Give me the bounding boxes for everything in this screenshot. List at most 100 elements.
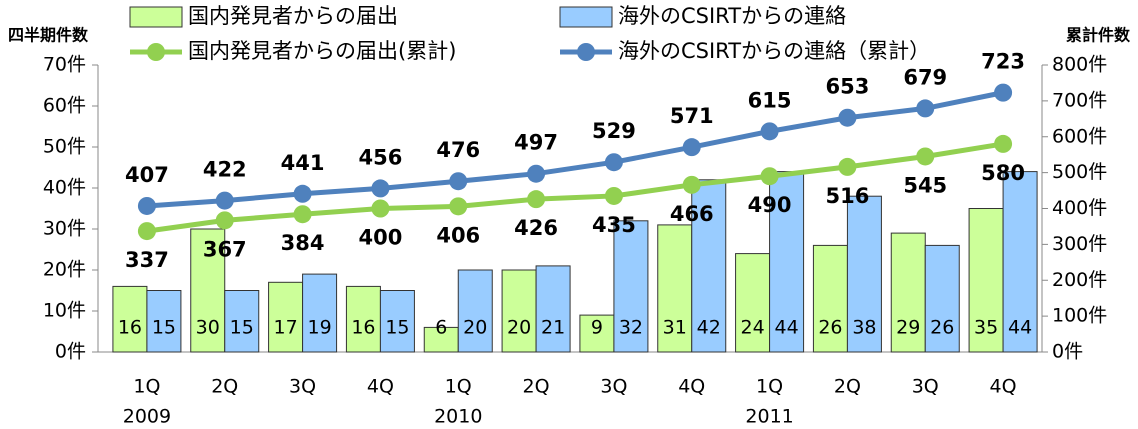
y-tick-label: 30件 (43, 218, 86, 240)
y-axis-title: 四半期件数 (8, 26, 89, 45)
line-point (215, 191, 234, 210)
x-tick-label: 3Q (289, 376, 316, 398)
line-point (293, 205, 312, 224)
line-value-label: 384 (281, 231, 325, 255)
bar (968, 208, 1004, 353)
x-tick-label: 1Q (133, 376, 160, 398)
legend-swatch (559, 6, 613, 28)
y2-tick-label: 0件 (1052, 341, 1083, 363)
legend-label: 国内発見者からの届出 (188, 4, 398, 28)
bar-value-label: 20 (507, 317, 531, 339)
line-value-label: 580 (981, 161, 1025, 185)
y-tick-label: 40件 (43, 177, 86, 199)
line-value-label: 407 (125, 163, 169, 187)
bar (769, 171, 805, 353)
line-value-label: 422 (203, 158, 247, 182)
line-point (371, 179, 390, 198)
line (146, 90, 1004, 209)
line-point (371, 199, 390, 218)
bar (379, 290, 415, 353)
x-tick-label: 1Q (756, 376, 783, 398)
line-value-label: 441 (281, 151, 325, 175)
line-value-label: 516 (825, 184, 869, 208)
line-value-label: 476 (436, 138, 480, 162)
bar-value-label: 20 (463, 317, 487, 339)
line-point (760, 167, 779, 186)
y-tick-label: 10件 (43, 300, 86, 322)
line-point (994, 83, 1013, 102)
line-point (527, 190, 546, 209)
bar-value-label: 29 (896, 317, 920, 339)
line-point (838, 108, 857, 127)
x-tick-label: 4Q (367, 376, 394, 398)
line-point (293, 184, 312, 203)
line-point (916, 99, 935, 118)
x-tick-label: 3Q (600, 376, 627, 398)
x-tick-label: 4Q (678, 376, 705, 398)
legend-marker (147, 43, 165, 61)
bar-value-label: 38 (852, 317, 876, 339)
bar (890, 232, 926, 353)
bar (691, 179, 727, 353)
line-point (604, 186, 623, 205)
bar-value-label: 15 (230, 317, 254, 339)
line (146, 141, 1004, 234)
line-value-label: 337 (125, 248, 169, 272)
bar (268, 281, 304, 353)
bar (190, 228, 226, 353)
line-value-label: 466 (670, 202, 714, 226)
line-value-label: 545 (903, 173, 947, 197)
y2-tick-label: 700件 (1052, 89, 1107, 111)
line-value-label: 529 (592, 119, 636, 143)
bar-value-label: 35 (974, 317, 998, 339)
y2-tick-label: 100件 (1052, 305, 1107, 327)
line-point (838, 157, 857, 176)
x-group-label: 2010 (434, 406, 482, 428)
line-point (449, 172, 468, 191)
bar (501, 269, 537, 353)
bar-value-label: 16 (118, 317, 142, 339)
line-value-label: 435 (592, 213, 636, 237)
y2-axis-title: 累計件数 (1066, 26, 1131, 45)
bar (112, 285, 148, 353)
bar (579, 314, 615, 353)
x-tick-label: 1Q (445, 376, 472, 398)
y2-tick-label: 600件 (1052, 125, 1107, 147)
y2-tick-label: 300件 (1052, 233, 1107, 255)
bar-value-label: 19 (307, 317, 331, 339)
line-value-label: 679 (903, 65, 947, 89)
y2-tick-label: 800件 (1052, 54, 1107, 76)
bar (735, 253, 771, 353)
bar-value-label: 15 (152, 317, 176, 339)
bar (146, 290, 182, 353)
line-value-label: 497 (514, 131, 558, 155)
bar-value-label: 21 (541, 317, 565, 339)
line-point (760, 122, 779, 141)
x-tick-label: 2Q (834, 376, 861, 398)
line-value-label: 456 (358, 145, 402, 169)
line-point (682, 175, 701, 194)
bar-value-label: 26 (930, 317, 954, 339)
bar-value-label: 32 (619, 317, 643, 339)
line-value-label: 723 (981, 50, 1025, 74)
bar (613, 220, 649, 353)
line-value-label: 400 (358, 226, 402, 250)
x-group-label: 2009 (123, 406, 171, 428)
line-point (137, 222, 156, 241)
line-point (682, 138, 701, 157)
bar-value-label: 15 (385, 317, 409, 339)
x-tick-label: 4Q (990, 376, 1017, 398)
y-tick-label: 0件 (55, 341, 86, 363)
legend-swatch (129, 6, 183, 28)
bar-value-label: 24 (740, 317, 764, 339)
bar-value-label: 31 (663, 317, 687, 339)
x-group-label: 2011 (745, 406, 793, 428)
bar (1002, 171, 1038, 353)
line-point (994, 134, 1013, 153)
y2-tick-label: 400件 (1052, 197, 1107, 219)
y-tick-label: 20件 (43, 259, 86, 281)
x-tick-label: 2Q (523, 376, 550, 398)
line-point (916, 147, 935, 166)
bar (224, 290, 260, 353)
line-point (449, 197, 468, 216)
